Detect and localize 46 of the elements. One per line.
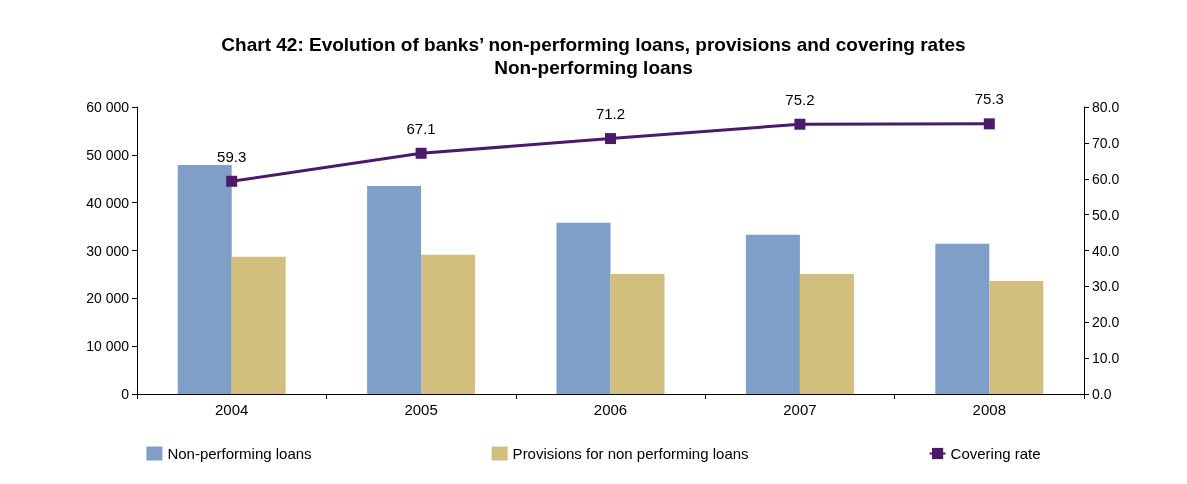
x-tick-label: 2004 xyxy=(215,401,249,418)
x-tick-label: 2007 xyxy=(783,401,817,418)
y2-tick-label: 40.0 xyxy=(1092,242,1120,259)
y-tick-label: 0 xyxy=(121,386,130,402)
y-tick-label: 60 000 xyxy=(86,99,130,115)
bar xyxy=(231,256,286,394)
data-label: 67.1 xyxy=(406,119,436,137)
chart-title: Chart 42: Evolution of banks’ non-performing loans, provisions and covering rates xyxy=(221,34,966,55)
y2-tick-label: 10.0 xyxy=(1092,350,1120,367)
point xyxy=(415,147,427,159)
chart-subtitle: Non-performing loans xyxy=(494,57,693,78)
y2-tick-label: 60.0 xyxy=(1092,170,1120,187)
y2-tick-label: 30.0 xyxy=(1092,278,1120,295)
legend-label: Provisions for non performing loans xyxy=(512,445,749,462)
y-tick-label: 30 000 xyxy=(86,242,130,259)
bar xyxy=(421,254,476,394)
bar xyxy=(745,234,800,394)
y-tick-label: 40 000 xyxy=(86,194,130,211)
y2-tick-label: 70.0 xyxy=(1092,134,1120,151)
y2-tick-label: 80.0 xyxy=(1092,99,1120,115)
y2-tick-label: 50.0 xyxy=(1092,206,1120,223)
point xyxy=(605,133,616,145)
x-tick-label: 2006 xyxy=(593,401,628,418)
data-label: 59.3 xyxy=(217,147,247,165)
data-label: 71.2 xyxy=(595,105,626,123)
legend-label: Covering rate xyxy=(950,445,1041,462)
y-tick-label: 50 000 xyxy=(86,146,130,163)
point xyxy=(794,118,806,130)
data-label: 75.3 xyxy=(974,90,1004,108)
bar xyxy=(799,273,854,394)
point xyxy=(983,118,995,130)
x-tick-label: 2008 xyxy=(972,401,1006,418)
bar xyxy=(610,273,665,394)
bar xyxy=(556,222,611,394)
legend-label: Non-performing loans xyxy=(167,445,312,462)
y-tick-label: 20 000 xyxy=(86,290,130,307)
x-tick-label: 2005 xyxy=(404,401,438,418)
point xyxy=(226,175,238,187)
y-tick-label: 10 000 xyxy=(86,338,130,355)
bar xyxy=(177,164,232,394)
y2-tick-label: 20.0 xyxy=(1092,314,1120,331)
bar xyxy=(935,243,990,394)
bar xyxy=(989,281,1044,394)
data-label: 75.2 xyxy=(785,90,815,108)
y2-tick-label: 0.0 xyxy=(1092,386,1112,402)
bar xyxy=(367,185,422,394)
